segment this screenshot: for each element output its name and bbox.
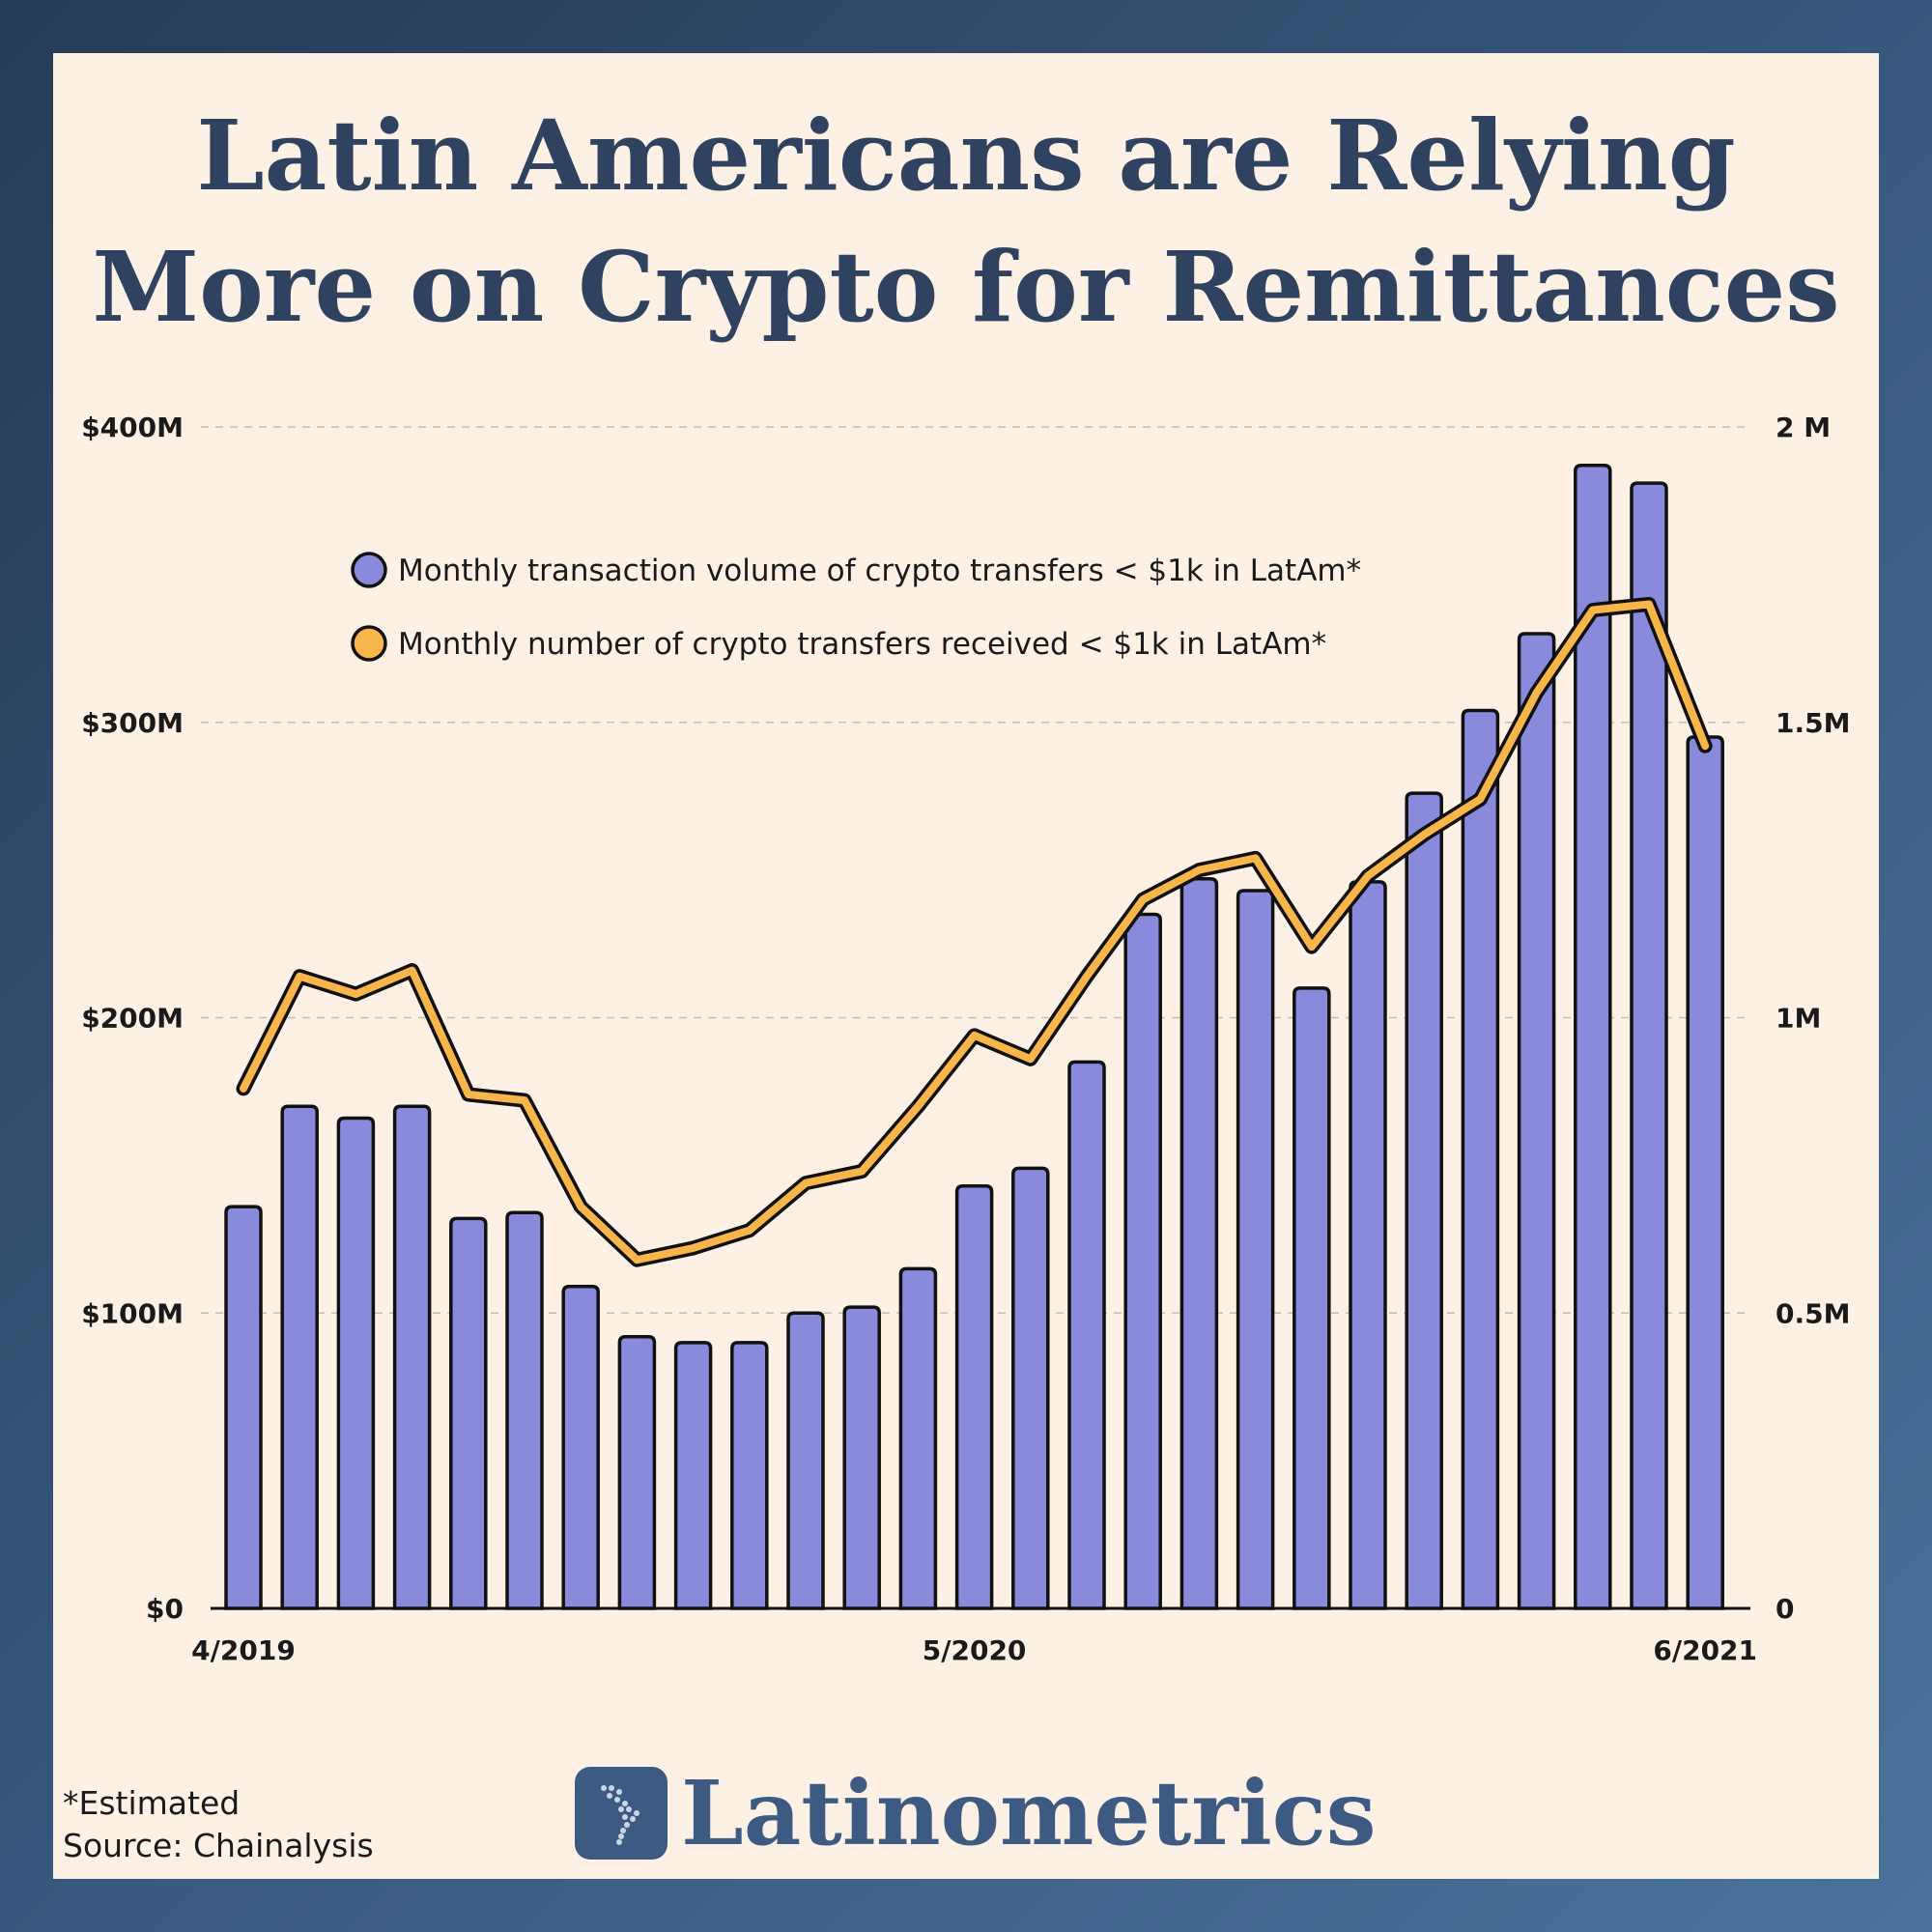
line-point [804, 1180, 808, 1185]
y-left-tick-label: $300M [81, 707, 184, 739]
line-point [1366, 873, 1370, 878]
bar [224, 1205, 263, 1610]
legend-label: Monthly transaction volume of crypto tra… [398, 554, 1361, 588]
bar [280, 1104, 319, 1610]
brand: Latinometrics [575, 1755, 1377, 1871]
line-point [1028, 1057, 1033, 1062]
bar [1349, 880, 1387, 1610]
bar [1574, 463, 1612, 1610]
line-point [860, 1169, 865, 1174]
bar [673, 1341, 713, 1610]
line-point [635, 1258, 639, 1263]
y-left-tick-label: $200M [81, 1003, 184, 1035]
bar [954, 1184, 994, 1610]
line-point [1590, 608, 1595, 612]
bar [336, 1116, 376, 1610]
chart-title-line-1: Latin Americans are Relying [196, 99, 1736, 213]
y-right-tick-label: 2 M [1776, 412, 1831, 443]
line-point [1534, 691, 1539, 696]
bar [1630, 481, 1668, 1610]
bar [1179, 877, 1219, 1610]
bar [1123, 912, 1162, 1610]
x-tick-label: 6/2021 [1653, 1634, 1757, 1666]
line-point [1703, 744, 1708, 749]
bar [898, 1266, 938, 1610]
y-left-tick-label: $100M [81, 1297, 184, 1329]
line-point [410, 968, 414, 973]
legend-label: Monthly number of crypto transfers recei… [398, 627, 1326, 662]
line-point [1422, 832, 1427, 837]
combo-chart: $0 $100M $200M $300M $400M 0 0.5M 1M 1.5M 2 M 4/20… [81, 412, 1850, 1666]
bar [1067, 1060, 1106, 1610]
line-point [1085, 974, 1089, 979]
brand-name: Latinometrics [681, 1761, 1377, 1865]
x-tick-label: 4/2019 [191, 1634, 296, 1666]
bar [1461, 708, 1500, 1610]
bar [786, 1311, 825, 1610]
bar [1293, 986, 1331, 1610]
latin-america-map-icon [575, 1767, 668, 1860]
line-point [523, 1098, 526, 1103]
bar [1405, 791, 1443, 1610]
line-point [972, 1033, 977, 1037]
line-point [916, 1104, 921, 1109]
y-left-tick-label: $0 [146, 1593, 184, 1625]
estimated-note: *Estimated [63, 1784, 241, 1822]
line-point [242, 1086, 245, 1091]
line-point [1309, 945, 1314, 950]
bar [617, 1334, 657, 1610]
line-point [747, 1228, 752, 1233]
y-left-tick-label: $400M [81, 412, 184, 443]
line-point [1478, 797, 1483, 802]
bar [505, 1210, 544, 1610]
line-point [579, 1205, 583, 1209]
legend-marker [351, 552, 387, 588]
bar [561, 1284, 600, 1610]
source-note: Source: Chainalysis [63, 1827, 374, 1864]
bar [842, 1305, 881, 1610]
line-point [466, 1092, 470, 1096]
legend-marker [351, 625, 387, 662]
bar [449, 1216, 488, 1610]
chart-title-line-2: More on Crypto for Remittances [92, 230, 1840, 344]
bar [1011, 1166, 1050, 1610]
footnote: *Estimated Source: Chainalysis [63, 1782, 374, 1867]
y-right-tick-label: 0.5M [1776, 1297, 1850, 1329]
line-point [1253, 856, 1258, 861]
line-point [354, 992, 358, 997]
bar [730, 1341, 769, 1610]
y-right-tick-label: 1.5M [1776, 707, 1850, 739]
line-point [298, 974, 302, 979]
line-point [1197, 867, 1202, 872]
bar [1236, 889, 1275, 1610]
line-point [691, 1245, 696, 1250]
chart-title: Latin Americans are Relying More on Cryp… [53, 90, 1879, 353]
bar [1517, 632, 1556, 1610]
y-right-tick-label: 1M [1776, 1003, 1821, 1035]
y-right-tick-label: 0 [1776, 1593, 1794, 1625]
x-tick-label: 5/2020 [923, 1634, 1027, 1666]
chart-panel: Latin Americans are Relying More on Cryp… [53, 53, 1879, 1879]
bar [392, 1104, 432, 1610]
bar [1686, 735, 1724, 1610]
line-point [1141, 897, 1146, 902]
line-point [1647, 602, 1651, 607]
